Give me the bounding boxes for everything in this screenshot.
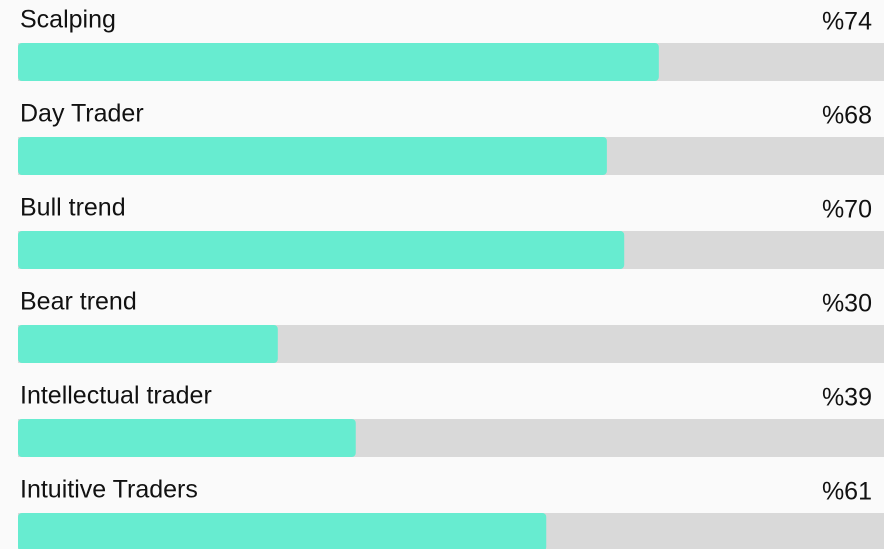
bar: [18, 43, 659, 81]
value-label: %70: [822, 196, 872, 224]
bar: [18, 513, 547, 549]
value-label: %30: [822, 290, 872, 318]
value-label: %61: [822, 478, 872, 506]
bar: [18, 231, 625, 269]
bar-label: Day Trader: [20, 100, 144, 128]
bar-label: Scalping: [20, 6, 116, 34]
value-label: %74: [822, 8, 872, 36]
bar-label: Intuitive Traders: [20, 476, 198, 504]
value-label: %68: [822, 102, 872, 130]
bar: [18, 325, 278, 363]
bar-label: Intellectual trader: [20, 382, 212, 410]
bar-label: Bull trend: [20, 194, 126, 222]
bar: [18, 137, 607, 175]
value-label: %39: [822, 384, 872, 412]
bar-label: Bear trend: [20, 288, 137, 316]
bar: [18, 419, 356, 457]
